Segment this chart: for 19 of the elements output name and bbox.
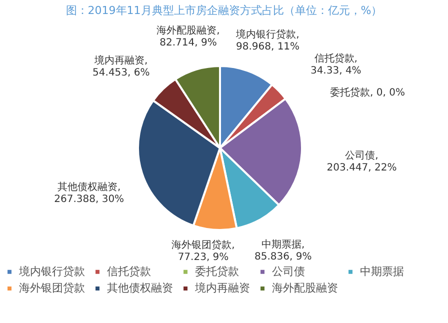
data-label: 海外银团贷款, 77.23, 9%: [172, 238, 235, 263]
chart-title: 图：2019年11月典型上市房企融资方式占比（单位：亿元，%）: [66, 4, 382, 17]
legend-label: 信托贷款: [107, 264, 151, 278]
data-label: 信托贷款, 34.33, 4%: [310, 52, 362, 77]
text: 委托贷款, 0, 0%: [330, 88, 405, 99]
data-label: 境内银行贷款, 98.968, 11%: [235, 28, 300, 53]
legend-label: 委托贷款: [195, 264, 239, 278]
data-label: 公司债, 203.447, 22%: [326, 149, 397, 174]
legend-label: 公司债: [272, 264, 305, 278]
legend-label: 境内再融资: [194, 282, 250, 294]
legend-label: 海外银团贷款: [19, 282, 85, 294]
legend-label: 海外配股融资: [272, 282, 338, 294]
legend-label: 其他债权融资: [107, 282, 173, 294]
data-label: 中期票据, 85.836, 9%: [254, 238, 312, 262]
legend-label: 中期票据: [360, 264, 404, 278]
data-label: 境内再融资, 54.453, 6%: [92, 54, 150, 79]
legend-label: 境内银行贷款: [18, 264, 85, 278]
data-label: 海外配股融资, 82.714, 9%: [156, 24, 220, 49]
data-label: 其他债权融资, 267.388, 30%: [54, 180, 124, 205]
